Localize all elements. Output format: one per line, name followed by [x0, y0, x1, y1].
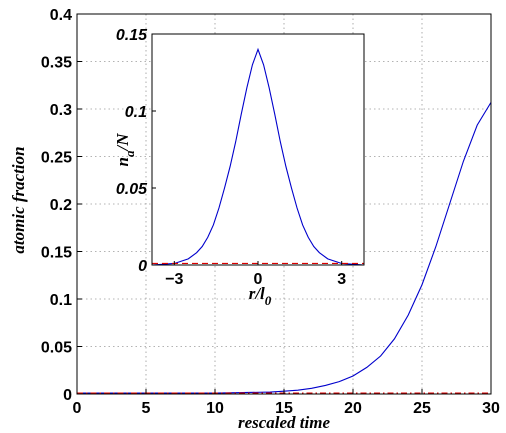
main-y-tick-label: 0.2 — [50, 197, 72, 214]
main-y-tick-label: 0.25 — [41, 150, 72, 167]
inset-y-label: na/N — [113, 133, 137, 167]
main-y-tick-label: 0.4 — [50, 7, 72, 24]
main-y-tick-label: 0.35 — [41, 55, 72, 72]
inset-background — [152, 34, 364, 265]
main-x-tick-label: 5 — [142, 400, 151, 417]
main-y-tick-label: 0 — [63, 387, 72, 404]
inset-x-tick-label: 3 — [337, 271, 346, 288]
main-y-tick-label: 0.15 — [41, 245, 72, 262]
main-x-tick-label: 0 — [73, 400, 82, 417]
inset-series-line-1 — [151, 47, 365, 266]
main-y-label: atomic fraction — [9, 146, 28, 253]
inset-y-tick-label: 0.05 — [116, 181, 148, 198]
inset-y-label-main: n — [113, 157, 132, 166]
inset-x-label: r/l0 — [249, 284, 272, 308]
inset-y-tick-label: 0 — [138, 258, 147, 275]
inset-x-label-main: r/l — [249, 284, 265, 303]
inset-ticks: −3 0 3 0 0.05 0.1 0.15 — [116, 27, 346, 288]
main-x-label: rescaled time — [238, 413, 331, 432]
main-ticks: 0 5 10 15 20 25 3000.050.10.150.20.250.30.350.… — [41, 7, 500, 417]
main-x-tick-label: 10 — [206, 400, 224, 417]
main-x-tick-label: 30 — [482, 400, 500, 417]
main-x-tick-label: 25 — [413, 400, 431, 417]
inset-y-tick-label: 0.1 — [125, 104, 147, 121]
inset-x-label-sub: 0 — [265, 293, 272, 308]
inset-y-label-tail: /N — [113, 133, 132, 153]
main-y-tick-label: 0.05 — [41, 340, 72, 357]
inset-x-tick-label: 0 — [254, 271, 263, 288]
main-y-tick-label: 0.3 — [50, 102, 72, 119]
main-y-tick-label: 0.1 — [50, 292, 72, 309]
main-x-tick-label: 15 — [275, 400, 293, 417]
inset-y-tick-label: 0.15 — [116, 27, 148, 44]
main-x-tick-label: 20 — [344, 400, 362, 417]
inset-y-label-sub: a — [122, 150, 137, 157]
inset-x-tick-label: −3 — [165, 271, 183, 288]
main-series-line-1 — [77, 102, 492, 394]
